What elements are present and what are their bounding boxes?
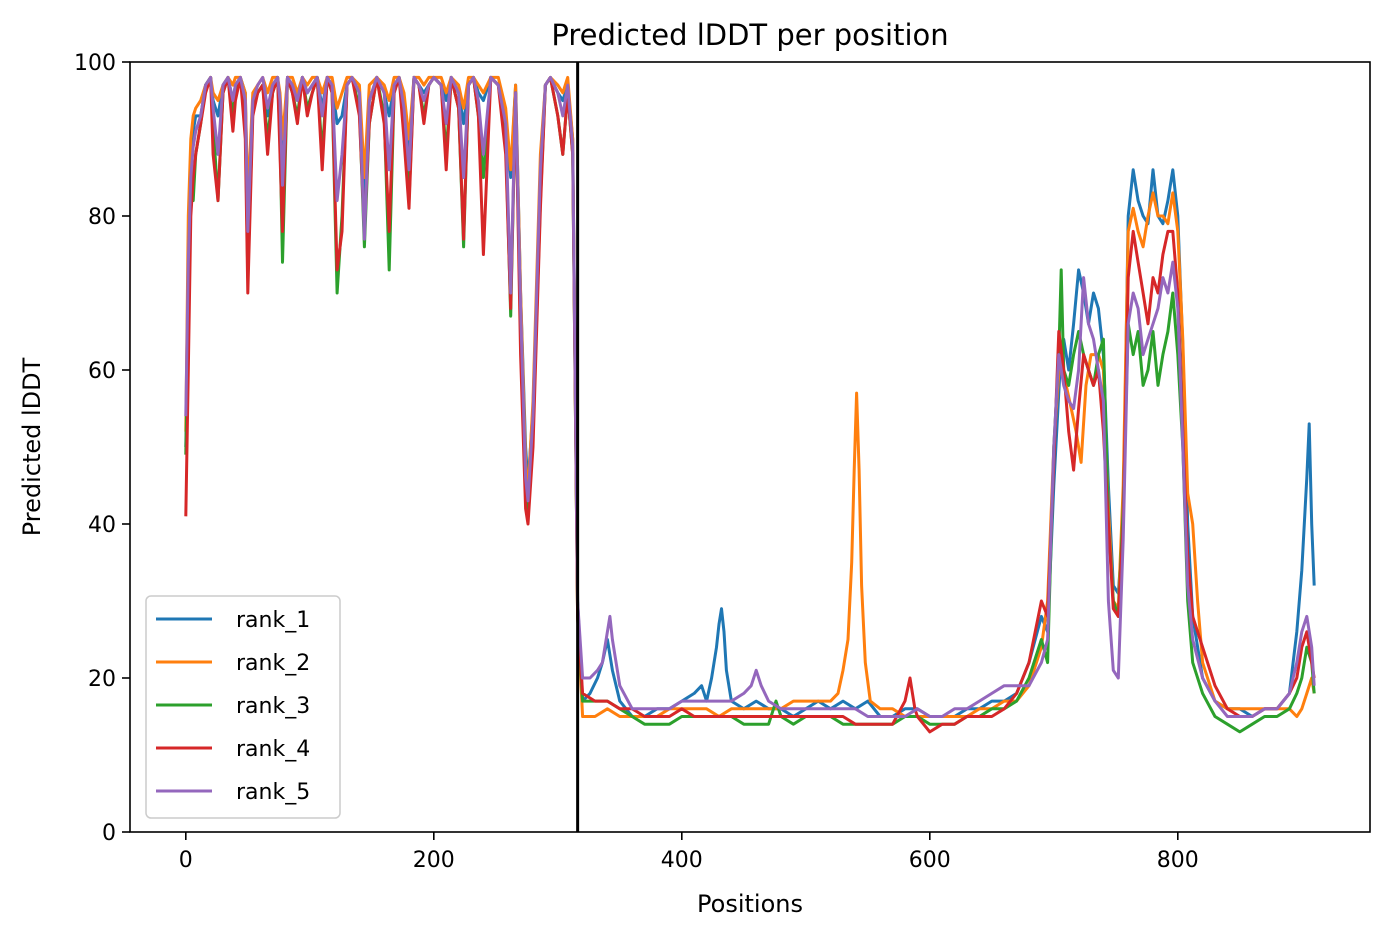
- legend: rank_1 rank_2 rank_3 rank_4 rank_5: [145, 595, 341, 819]
- plot-area: [129, 61, 1371, 833]
- legend-label-rank_1: rank_1: [236, 608, 310, 633]
- legend-label-rank_4: rank_4: [236, 737, 310, 762]
- x-tick-label: 0: [179, 848, 193, 873]
- y-axis-label: Predicted lDDT: [18, 357, 46, 536]
- y-tick-label: 100: [74, 51, 116, 76]
- series-line-rank_2: [184, 75, 1316, 718]
- y-tick-label: 60: [88, 359, 116, 384]
- x-tick-label: 600: [909, 848, 951, 873]
- x-axis-label: Positions: [697, 890, 803, 918]
- series-line-rank_5: [184, 75, 1316, 718]
- x-tick-label: 800: [1157, 848, 1199, 873]
- series-line-rank_3: [184, 75, 1316, 734]
- y-tick-label: 0: [102, 821, 116, 846]
- legend-label-rank_2: rank_2: [236, 651, 310, 676]
- y-tick-label: 40: [88, 513, 116, 538]
- y-tick-label: 80: [88, 205, 116, 230]
- x-axis-ticks: 0 200 400 600 800: [179, 832, 1199, 873]
- series-layer: [184, 75, 1316, 734]
- x-tick-label: 200: [413, 848, 455, 873]
- y-axis-ticks: 0 20 40 60 80 100: [74, 51, 130, 846]
- legend-box: [145, 595, 341, 819]
- chart-title: Predicted lDDT per position: [551, 18, 948, 52]
- plot-frame: [129, 61, 1371, 833]
- series-line-rank_4: [184, 75, 1316, 734]
- legend-label-rank_3: rank_3: [236, 694, 310, 719]
- legend-label-rank_5: rank_5: [236, 780, 310, 805]
- y-tick-label: 20: [88, 667, 116, 692]
- series-line-rank_1: [184, 75, 1316, 718]
- x-tick-label: 400: [661, 848, 703, 873]
